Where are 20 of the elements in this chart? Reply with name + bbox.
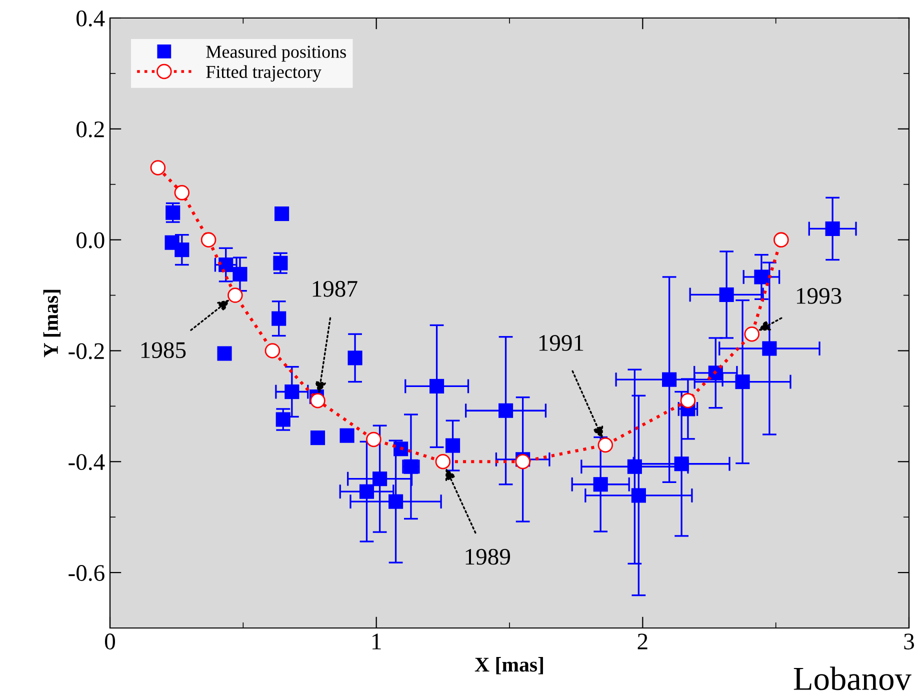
annotation: 1993 bbox=[796, 288, 842, 304]
legend-label: Fitted trajectory bbox=[206, 65, 322, 82]
annotation: 1991 bbox=[539, 335, 584, 351]
x-axis-title: X [mas] bbox=[474, 657, 543, 674]
legend-label: Measured positions bbox=[206, 45, 346, 62]
y-tick-label: 0.2 bbox=[76, 121, 104, 138]
annotation: 1989 bbox=[466, 548, 510, 565]
y-tick-label: -0.6 bbox=[68, 565, 104, 582]
x-tick-label: 2 bbox=[638, 634, 648, 650]
y-tick-label: 0.0 bbox=[76, 232, 104, 248]
annotation: 1987 bbox=[312, 280, 358, 297]
y-tick-label: -0.2 bbox=[68, 343, 104, 360]
y-axis-title: Y [mas] bbox=[43, 290, 61, 358]
x-tick-label: 1 bbox=[372, 634, 381, 650]
y-tick-label: -0.4 bbox=[68, 454, 105, 470]
y-tick-label: 0.4 bbox=[76, 10, 105, 27]
x-tick-label: 3 bbox=[904, 634, 914, 650]
annotation: 1985 bbox=[141, 342, 186, 358]
text: Lobanov bbox=[794, 666, 912, 690]
x-tick-label: 0 bbox=[104, 634, 116, 650]
